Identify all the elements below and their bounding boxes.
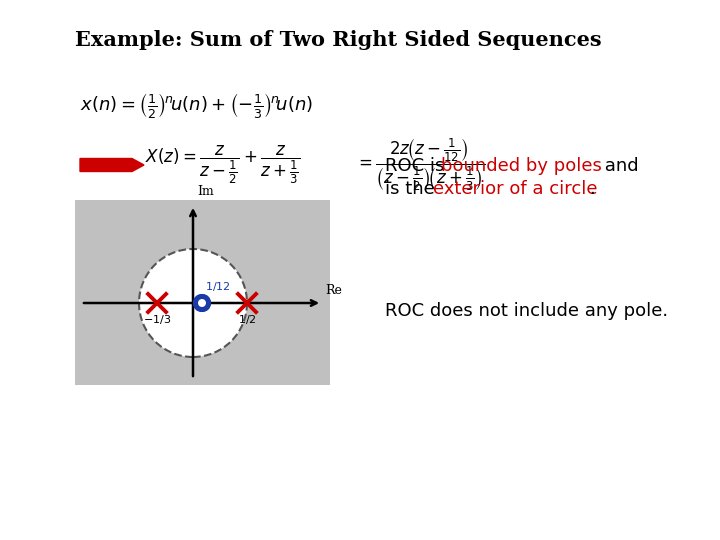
Circle shape [198, 299, 206, 307]
Text: exterior of a circle: exterior of a circle [433, 180, 598, 198]
Circle shape [194, 295, 210, 311]
Text: $-1/3$: $-1/3$ [143, 313, 171, 326]
Text: $1/2$: $1/2$ [238, 313, 256, 326]
Text: $1/12$: $1/12$ [205, 280, 231, 293]
Text: $x(n) = \left(\frac{1}{2}\right)^{\!n}\!u(n) + \left(-\frac{1}{3}\right)^{\!n}\!: $x(n) = \left(\frac{1}{2}\right)^{\!n}\!… [80, 91, 313, 119]
Text: and: and [599, 157, 639, 175]
Text: .: . [589, 180, 595, 198]
Text: ROC does not include any pole.: ROC does not include any pole. [385, 302, 668, 320]
Text: Re: Re [325, 284, 342, 297]
Text: $=\dfrac{2z\!\left(z - \frac{1}{12}\right)}{\left(z - \frac{1}{2}\right)\!\left(: $=\dfrac{2z\!\left(z - \frac{1}{12}\righ… [355, 137, 485, 193]
FancyArrow shape [80, 159, 144, 172]
Text: Example: Sum of Two Right Sided Sequences: Example: Sum of Two Right Sided Sequence… [75, 30, 602, 50]
Text: is the: is the [385, 180, 441, 198]
Text: ROC is: ROC is [385, 157, 450, 175]
Circle shape [139, 249, 247, 357]
Bar [75, 200, 330, 385]
Text: bounded by poles: bounded by poles [441, 157, 602, 175]
Text: Im: Im [197, 185, 214, 198]
Text: $X(z) = \dfrac{z}{z - \frac{1}{2}} + \dfrac{z}{z + \frac{1}{3}}$: $X(z) = \dfrac{z}{z - \frac{1}{2}} + \df… [145, 144, 301, 186]
